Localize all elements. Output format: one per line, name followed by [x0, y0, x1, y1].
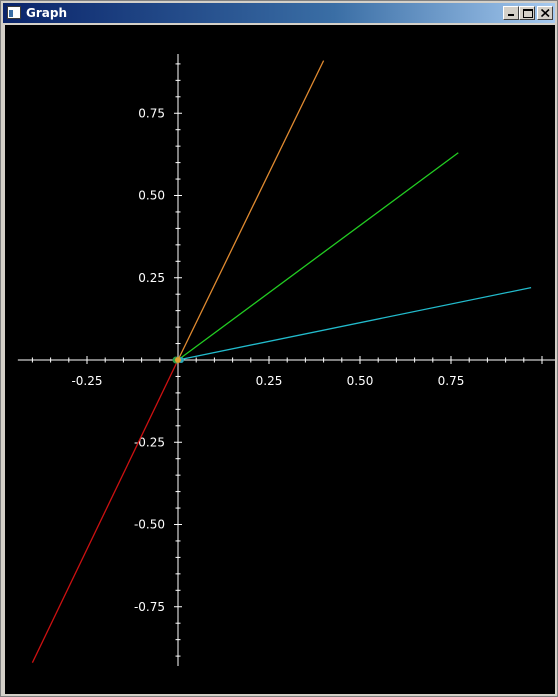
x-tick-label: -0.25	[71, 374, 102, 388]
minimize-button[interactable]	[503, 6, 519, 20]
window-title: Graph	[26, 6, 67, 20]
x-tick-label: 0.25	[256, 374, 283, 388]
maximize-button[interactable]	[519, 6, 535, 20]
x-tick-label: 0.75	[438, 374, 465, 388]
close-button[interactable]	[537, 6, 553, 20]
series-line-1	[177, 60, 325, 361]
x-tick-label: 0.50	[347, 374, 374, 388]
y-tick-label: 0.75	[138, 106, 165, 120]
y-tick-label: -0.25	[134, 435, 165, 449]
origin-marker	[175, 357, 181, 363]
series-line-4	[31, 359, 179, 663]
y-tick-label: -0.50	[134, 518, 165, 532]
plot-canvas: -0.25 0.25 0.50 0.75 0.75 0.50 0.25 -0.25 -0.50 -…	[5, 25, 555, 694]
series-line-3	[177, 286, 532, 361]
close-icon	[541, 9, 550, 17]
app-icon	[7, 6, 21, 19]
y-tick-label: 0.50	[138, 189, 165, 203]
y-tick-label: -0.75	[134, 600, 165, 614]
y-tick-label: 0.25	[138, 271, 165, 285]
series-line-2	[177, 152, 459, 361]
title-bar[interactable]: Graph	[3, 3, 555, 23]
plot-area: -0.25 0.25 0.50 0.75 0.75 0.50 0.25 -0.25 -0.50 -…	[17, 54, 555, 666]
